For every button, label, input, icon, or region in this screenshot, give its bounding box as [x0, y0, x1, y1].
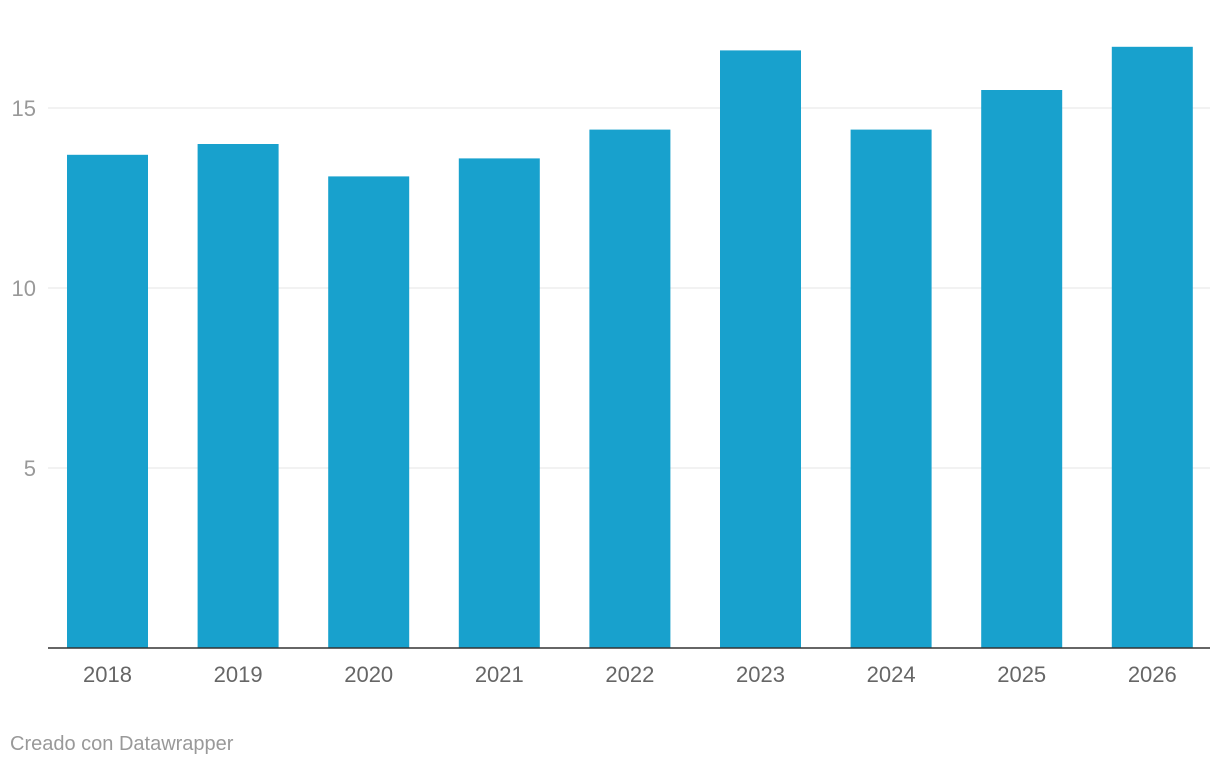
- x-tick-label-2023: 2023: [736, 662, 785, 687]
- bar-2023: [720, 50, 801, 648]
- bar-2018: [67, 154, 148, 649]
- x-axis-labels: 2018 2019 2020 2021 2022 2023 2024 2025 2026: [83, 662, 1177, 687]
- y-tick-label-15: 15: [12, 96, 36, 121]
- y-tick-label-5: 5: [24, 456, 36, 481]
- bar-2026: [1111, 46, 1193, 649]
- x-tick-label-2021: 2021: [475, 662, 524, 687]
- bar-2020: [328, 176, 410, 648]
- bar-2022: [589, 129, 671, 649]
- bar-2024: [850, 129, 932, 649]
- credit-footer: Creado con Datawrapper: [10, 733, 234, 755]
- x-tick-label-2024: 2024: [867, 662, 916, 687]
- x-tick-label-2019: 2019: [214, 662, 263, 687]
- y-tick-label-10: 10: [12, 276, 36, 301]
- bar-2021: [458, 158, 540, 648]
- bar-2019: [197, 144, 279, 648]
- x-tick-label-2020: 2020: [344, 662, 393, 687]
- bars-layer: [67, 46, 1193, 649]
- x-tick-label-2026: 2026: [1128, 662, 1177, 687]
- x-tick-label-2018: 2018: [83, 662, 132, 687]
- x-tick-label-2022: 2022: [605, 662, 654, 687]
- x-tick-label-2025: 2025: [997, 662, 1046, 687]
- bar-2025: [981, 90, 1063, 648]
